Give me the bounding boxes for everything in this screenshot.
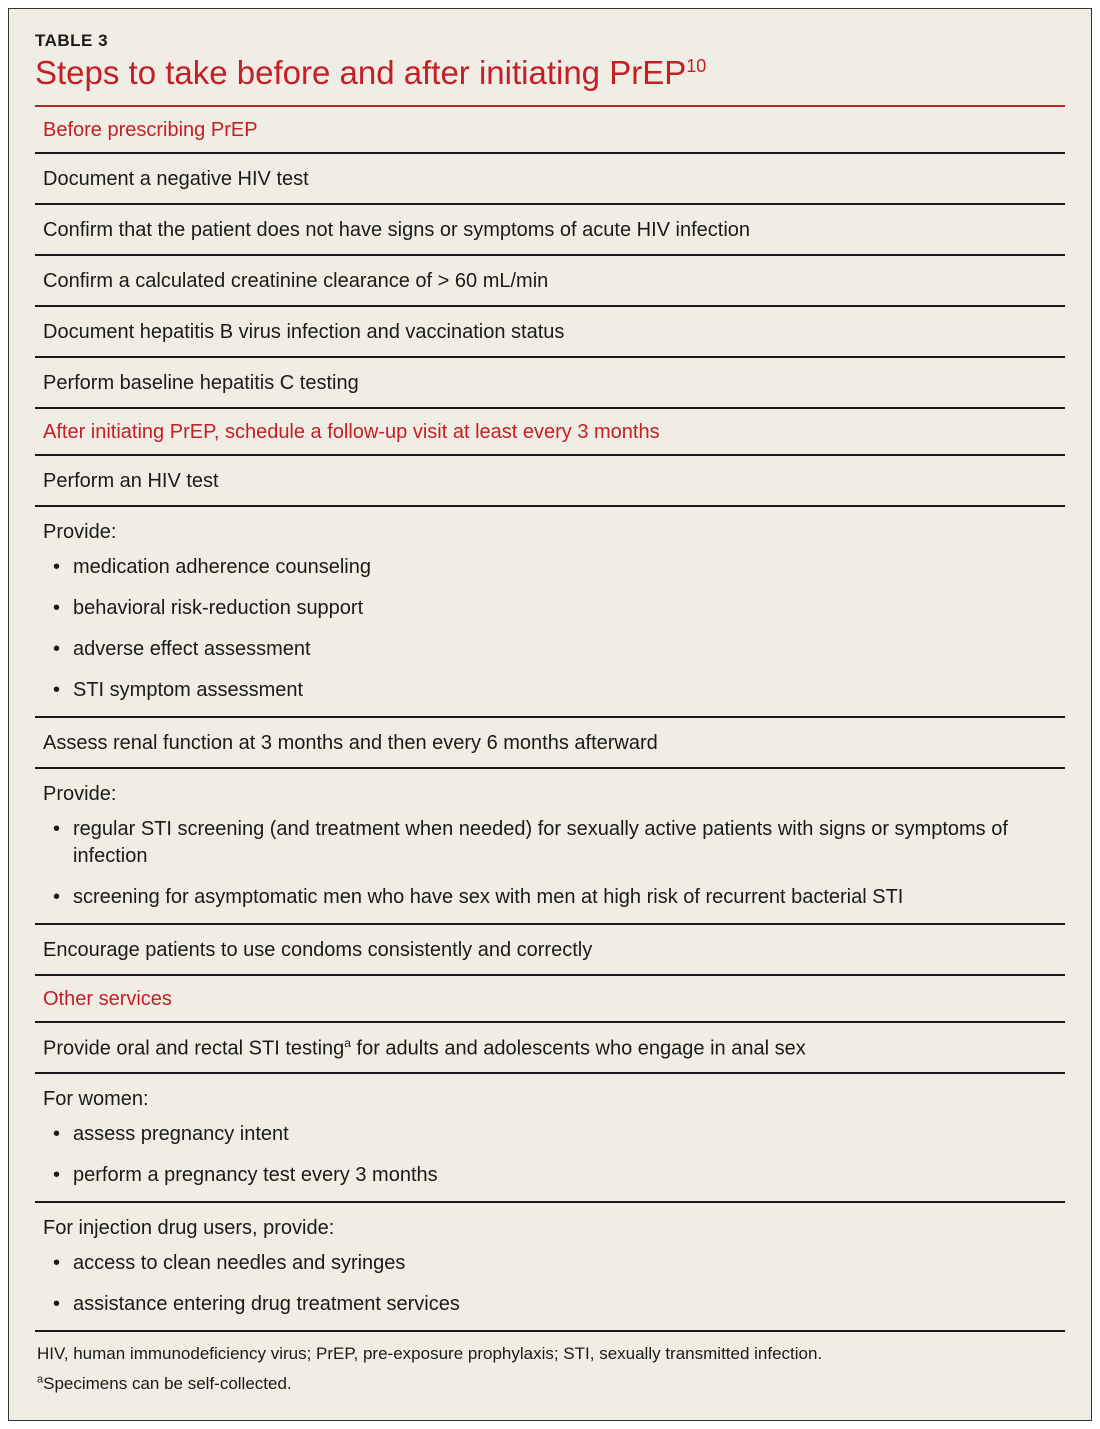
- table-container: TABLE 3 Steps to take before and after i…: [8, 8, 1092, 1421]
- table-body: Before prescribing PrEP Document a negati…: [35, 107, 1065, 1333]
- bullet-item: access to clean needles and syringes: [51, 1250, 1057, 1277]
- table-row: Document a negative HIV test: [35, 154, 1065, 205]
- table-title: Steps to take before and after initiatin…: [35, 53, 1065, 107]
- section-header: After initiating PrEP, schedule a follow…: [35, 409, 1065, 456]
- table-row: Provide: medication adherence counseling b…: [35, 507, 1065, 718]
- bullet-list: regular STI screening (and treatment whe…: [43, 816, 1057, 911]
- bullet-item: medication adherence counseling: [51, 554, 1057, 581]
- row-text: Document hepatitis B virus infection and…: [43, 321, 564, 343]
- footnote: aSpecimens can be self-collected.: [37, 1372, 1063, 1396]
- table-row: Perform an HIV test: [35, 456, 1065, 507]
- footnote-text: HIV, human immunodeficiency virus; PrEP,…: [37, 1344, 822, 1363]
- section-header: Before prescribing PrEP: [35, 107, 1065, 154]
- table-row: Confirm that the patient does not have s…: [35, 205, 1065, 256]
- section-header: Other services: [35, 976, 1065, 1023]
- table-row: Assess renal function at 3 months and th…: [35, 718, 1065, 769]
- row-text: Document a negative HIV test: [43, 168, 309, 190]
- table-row: Confirm a calculated creatinine clearanc…: [35, 256, 1065, 307]
- table-row: For women: assess pregnancy intent perform…: [35, 1074, 1065, 1203]
- row-text: Assess renal function at 3 months and th…: [43, 732, 658, 754]
- table-row: Encourage patients to use condoms consis…: [35, 925, 1065, 976]
- title-text: Steps to take before and after initiatin…: [35, 54, 686, 91]
- table-row: Perform baseline hepatitis C testing: [35, 358, 1065, 409]
- row-text: Confirm that the patient does not have s…: [43, 219, 750, 241]
- table-row: For injection drug users, provide: access…: [35, 1203, 1065, 1332]
- bullet-item: regular STI screening (and treatment whe…: [51, 816, 1057, 870]
- bullet-list: access to clean needles and syringes assi…: [43, 1250, 1057, 1318]
- title-citation: 10: [686, 56, 706, 76]
- row-lead: Provide:: [43, 519, 1057, 546]
- row-text: Perform baseline hepatitis C testing: [43, 372, 359, 394]
- bullet-item: assess pregnancy intent: [51, 1121, 1057, 1148]
- row-text: Confirm a calculated creatinine clearanc…: [43, 270, 548, 292]
- bullet-item: assistance entering drug treatment servi…: [51, 1291, 1057, 1318]
- bullet-item: perform a pregnancy test every 3 months: [51, 1162, 1057, 1189]
- bullet-item: STI symptom assessment: [51, 677, 1057, 704]
- row-lead: Provide:: [43, 781, 1057, 808]
- bullet-item: behavioral risk-reduction support: [51, 595, 1057, 622]
- bullet-item: screening for asymptomatic men who have …: [51, 884, 1057, 911]
- row-lead: For injection drug users, provide:: [43, 1215, 1057, 1242]
- footnote: HIV, human immunodeficiency virus; PrEP,…: [37, 1342, 1063, 1366]
- footnote-text: Specimens can be self-collected.: [43, 1374, 292, 1393]
- row-text: Provide oral and rectal STI testing: [43, 1037, 344, 1059]
- bullet-list: assess pregnancy intent perform a pregnan…: [43, 1121, 1057, 1189]
- bullet-list: medication adherence counseling behaviora…: [43, 554, 1057, 704]
- table-label: TABLE 3: [35, 31, 1065, 51]
- row-lead: For women:: [43, 1086, 1057, 1113]
- footnotes: HIV, human immunodeficiency virus; PrEP,…: [35, 1332, 1065, 1396]
- row-text: Encourage patients to use condoms consis…: [43, 939, 592, 961]
- table-row: Provide oral and rectal STI testinga for…: [35, 1023, 1065, 1075]
- bullet-item: adverse effect assessment: [51, 636, 1057, 663]
- footnote-marker: a: [344, 1036, 351, 1050]
- table-row: Provide: regular STI screening (and treat…: [35, 769, 1065, 925]
- row-text: Perform an HIV test: [43, 470, 219, 492]
- row-text: for adults and adolescents who engage in…: [351, 1037, 806, 1059]
- table-row: Document hepatitis B virus infection and…: [35, 307, 1065, 358]
